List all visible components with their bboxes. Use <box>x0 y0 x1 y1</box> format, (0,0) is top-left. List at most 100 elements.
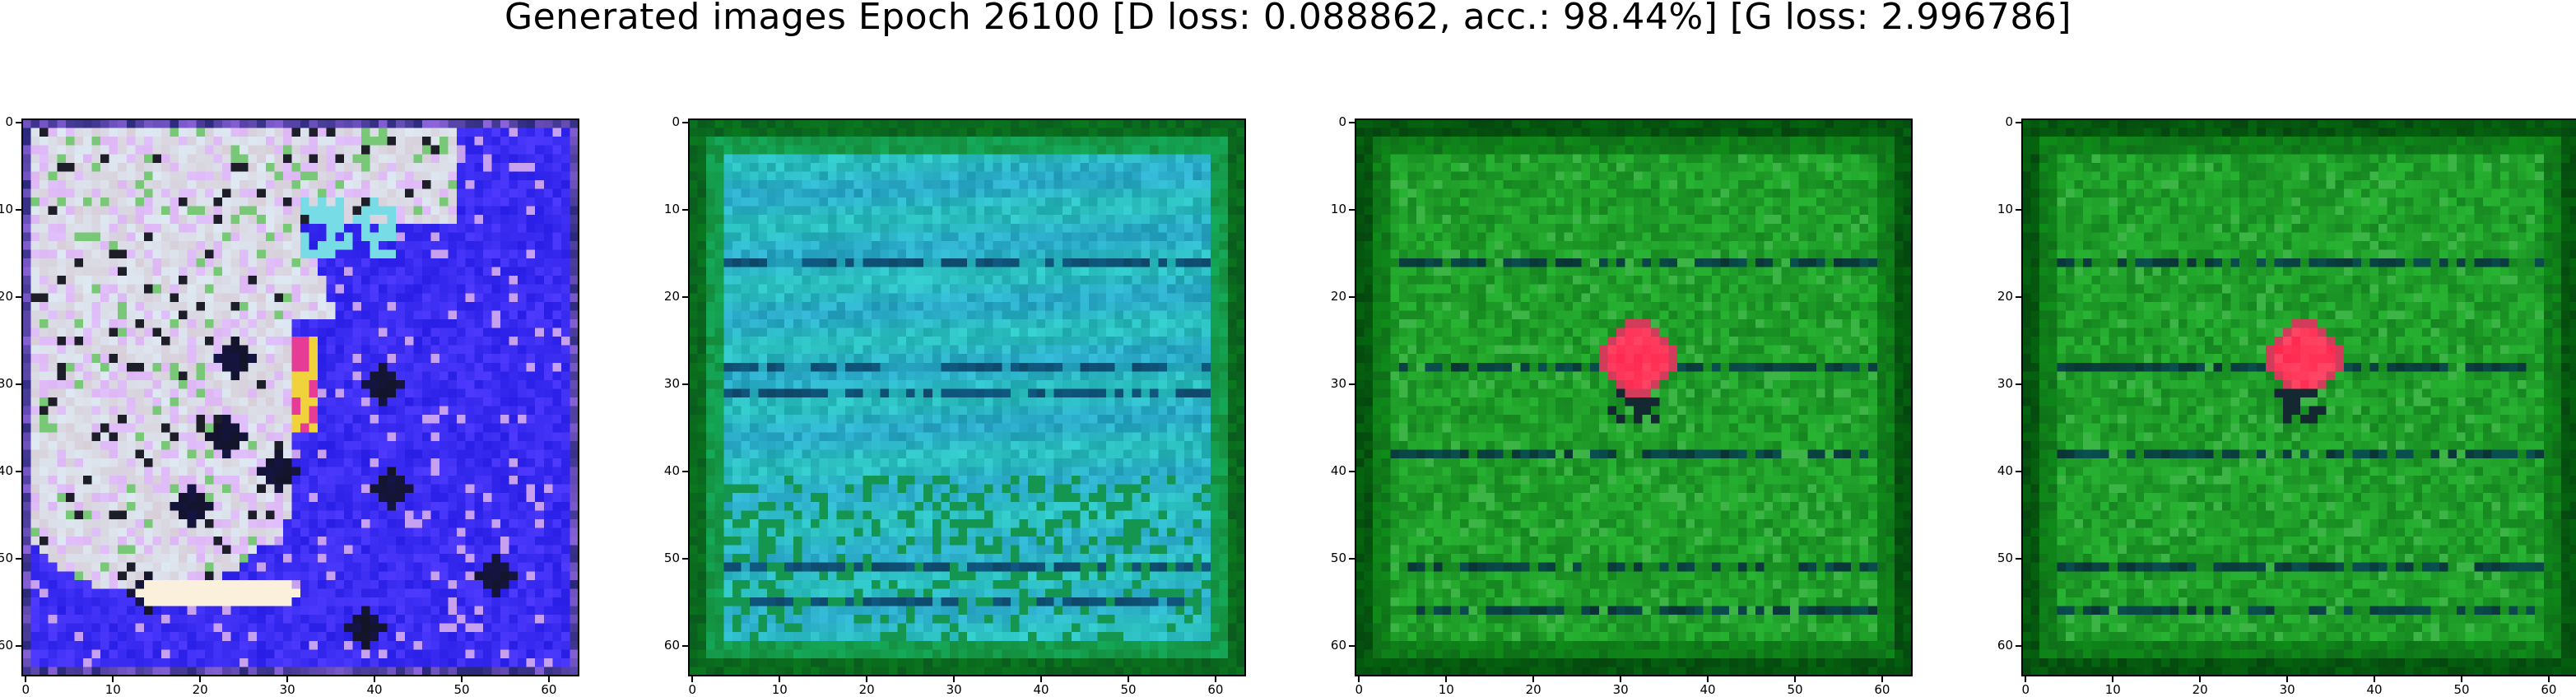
x-tick-label: 10 <box>1434 684 1458 696</box>
y-tick <box>1349 209 1355 211</box>
x-tick-label: 50 <box>449 684 474 696</box>
y-tick-label: 40 <box>655 465 680 477</box>
generated-image-4-pixels <box>2022 119 2576 676</box>
y-tick-label: 30 <box>1322 378 1346 390</box>
y-tick-label: 60 <box>1322 639 1346 652</box>
y-tick <box>1349 122 1355 123</box>
y-tick-label: 20 <box>1322 290 1346 303</box>
y-tick <box>2016 645 2021 647</box>
y-tick <box>682 645 688 647</box>
y-tick-label: 60 <box>0 639 13 652</box>
x-tick <box>2374 676 2375 682</box>
y-tick <box>2016 471 2021 472</box>
y-tick <box>682 209 688 211</box>
y-tick-label: 0 <box>1988 116 2013 128</box>
y-tick <box>682 296 688 298</box>
y-tick-label: 40 <box>1322 465 1346 477</box>
x-tick-label: 0 <box>1346 684 1371 696</box>
y-tick <box>16 209 21 211</box>
y-tick-label: 10 <box>0 203 13 216</box>
y-tick-label: 10 <box>1322 203 1346 216</box>
y-tick <box>682 558 688 560</box>
x-tick <box>953 676 955 682</box>
x-tick <box>1532 676 1534 682</box>
y-tick <box>2016 209 2021 211</box>
x-tick-label: 20 <box>2188 684 2212 696</box>
y-tick-label: 40 <box>0 465 13 477</box>
x-tick-label: 60 <box>1870 684 1895 696</box>
x-tick-label: 0 <box>2013 684 2038 696</box>
x-tick <box>1620 676 1621 682</box>
x-tick <box>25 676 26 682</box>
x-tick-label: 20 <box>854 684 879 696</box>
x-tick-label: 40 <box>2362 684 2387 696</box>
x-tick-label: 30 <box>275 684 300 696</box>
y-tick <box>682 471 688 472</box>
x-tick-label: 50 <box>1116 684 1141 696</box>
x-tick-label: 60 <box>2536 684 2561 696</box>
y-tick <box>2016 558 2021 560</box>
y-tick-label: 50 <box>0 552 13 565</box>
y-tick <box>16 471 21 472</box>
y-tick <box>2016 122 2021 123</box>
y-tick <box>1349 471 1355 472</box>
y-tick <box>16 558 21 560</box>
x-tick <box>1215 676 1216 682</box>
x-tick-label: 40 <box>362 684 387 696</box>
x-tick <box>548 676 550 682</box>
y-tick-label: 0 <box>655 116 680 128</box>
y-tick-label: 20 <box>1988 290 2013 303</box>
x-tick <box>2286 676 2288 682</box>
x-tick <box>199 676 201 682</box>
x-tick <box>1040 676 1042 682</box>
x-tick-label: 0 <box>680 684 704 696</box>
x-tick <box>2548 676 2550 682</box>
y-tick-label: 30 <box>655 378 680 390</box>
x-tick <box>1358 676 1360 682</box>
x-tick <box>866 676 867 682</box>
x-tick <box>2199 676 2201 682</box>
x-tick <box>1881 676 1883 682</box>
y-tick <box>1349 645 1355 647</box>
y-tick <box>682 122 688 123</box>
x-tick <box>286 676 288 682</box>
x-tick <box>691 676 693 682</box>
x-tick-label: 60 <box>1203 684 1228 696</box>
x-tick <box>1128 676 1129 682</box>
x-tick-label: 10 <box>2100 684 2125 696</box>
y-tick-label: 40 <box>1988 465 2013 477</box>
y-tick <box>16 296 21 298</box>
y-tick-label: 30 <box>1988 378 2013 390</box>
generated-image-1-pixels <box>22 119 579 676</box>
y-tick-label: 20 <box>655 290 680 303</box>
y-tick <box>2016 296 2021 298</box>
x-tick-label: 10 <box>100 684 125 696</box>
x-tick-label: 50 <box>1783 684 1807 696</box>
y-tick <box>16 122 21 123</box>
y-tick-label: 0 <box>1322 116 1346 128</box>
y-tick-label: 10 <box>655 203 680 216</box>
y-tick-label: 60 <box>655 639 680 652</box>
x-tick <box>1794 676 1796 682</box>
x-tick <box>112 676 114 682</box>
generated-image-2-pixels <box>689 119 1245 676</box>
y-tick-label: 60 <box>1988 639 2013 652</box>
y-tick <box>16 645 21 647</box>
y-tick-label: 30 <box>0 378 13 390</box>
x-tick <box>1707 676 1709 682</box>
figure-title: Generated images Epoch 26100 [D loss: 0.… <box>0 0 2576 43</box>
x-tick-label: 10 <box>767 684 792 696</box>
y-tick <box>1349 383 1355 385</box>
x-tick <box>2461 676 2462 682</box>
y-tick-label: 0 <box>0 116 13 128</box>
x-tick <box>461 676 463 682</box>
y-tick-label: 10 <box>1988 203 2013 216</box>
x-tick-label: 40 <box>1029 684 1053 696</box>
x-tick-label: 50 <box>2449 684 2474 696</box>
x-tick-label: 30 <box>1608 684 1633 696</box>
generated-image-3-pixels <box>1355 119 1912 676</box>
y-tick-label: 20 <box>0 290 13 303</box>
